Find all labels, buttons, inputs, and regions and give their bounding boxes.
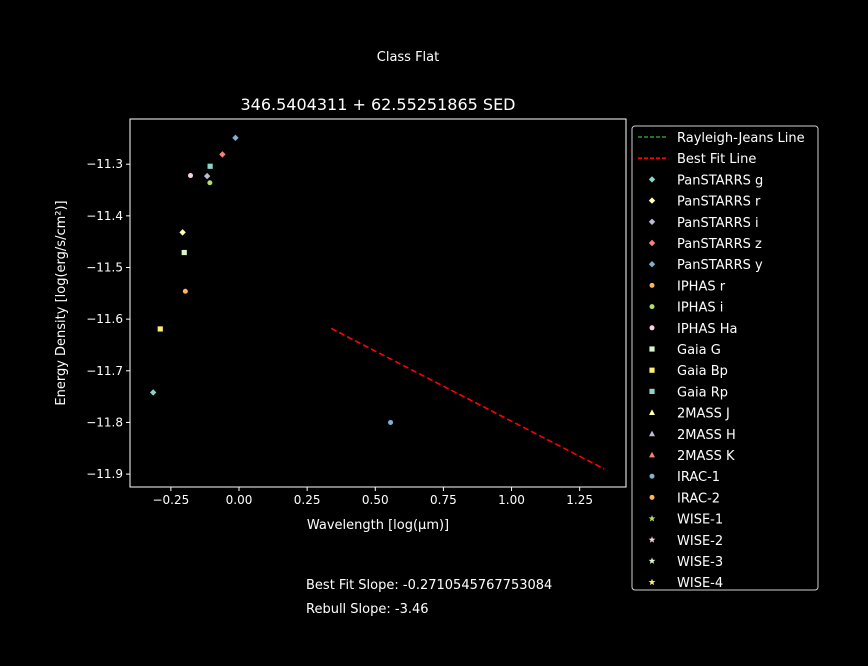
legend-entry-label: WISE-3 (677, 555, 723, 570)
legend-marker (648, 536, 656, 543)
y-tick-label: −11.7 (86, 364, 123, 378)
legend-entry-label: PanSTARRS r (677, 195, 761, 210)
legend-marker (648, 578, 656, 586)
legend-entry-label: PanSTARRS g (677, 173, 763, 188)
plot-frame (129, 118, 627, 488)
data-point (157, 326, 163, 332)
legend-entry-label: WISE-2 (677, 534, 723, 549)
rebull-slope-text: Rebull Slope: -3.46 (306, 602, 429, 617)
legend-entry-label: Gaia G (677, 343, 721, 358)
y-axis-ticks: −11.3 −11.4 −11.5 −11.6 −11.7 −11.8 −11.9 (86, 157, 130, 481)
legend-marker (649, 451, 655, 458)
legend-entry-label: Gaia Rp (677, 385, 728, 400)
legend-marker (648, 557, 656, 564)
legend-entry-label: PanSTARRS z (677, 237, 762, 252)
data-point (182, 288, 188, 294)
legend-entry-label: 2MASS J (677, 407, 730, 422)
data-point (188, 173, 194, 179)
y-tick-label: −11.5 (86, 260, 123, 274)
y-tick-label: −11.4 (86, 209, 123, 223)
y-tick-label: −11.6 (86, 312, 123, 326)
legend-marker (649, 430, 655, 437)
legend-entry-label: WISE-1 (677, 513, 723, 528)
legend-entry-label: WISE-4 (677, 576, 723, 591)
data-marks (149, 134, 605, 470)
legend-marker (648, 197, 656, 204)
data-point (179, 229, 186, 236)
x-tick-label: 1.00 (498, 493, 525, 507)
legend-entry-label: Best Fit Line (677, 152, 756, 167)
legend: Rayleigh-Jeans Line Best Fit Line PanSTARR… (631, 125, 819, 591)
legend-entry-label: PanSTARRS y (677, 258, 763, 273)
x-tick-label: 0.50 (362, 493, 389, 507)
legend-marker (648, 515, 656, 522)
legend-entry-label: PanSTARRS i (677, 216, 759, 231)
legend-marker (649, 473, 655, 479)
legend-marker (649, 409, 655, 415)
x-tick-label: 0.75 (430, 493, 457, 507)
y-tick-label: −11.9 (86, 467, 123, 481)
legend-marker (649, 494, 655, 500)
chart-title: 346.5404311 + 62.55251865 SED (240, 95, 515, 114)
data-point (232, 134, 239, 142)
legend-entry-label: 2MASS K (677, 449, 735, 464)
legend-entry-label: IPHAS Ha (677, 322, 737, 337)
data-point (207, 163, 213, 169)
y-tick-label: −11.8 (86, 415, 123, 429)
legend-marker (648, 218, 656, 225)
y-axis-label: Energy Density [log(erg/s/cm²)] (54, 200, 69, 405)
legend-entry-label: IRAC-1 (677, 470, 720, 485)
data-point (181, 249, 187, 256)
legend-marker (648, 176, 656, 183)
legend-marker (648, 239, 656, 247)
legend-marker (648, 261, 656, 268)
legend-box (631, 125, 819, 591)
data-point (388, 419, 394, 425)
figure-suptitle: Class Flat (377, 50, 440, 65)
legend-entry-label: 2MASS H (677, 428, 736, 443)
legend-marker (649, 282, 655, 288)
data-point (203, 172, 211, 180)
legend-marker (649, 325, 655, 331)
legend-entry-label: IPHAS r (677, 279, 726, 294)
plot-area: −0.25 0.00 0.25 0.50 0.75 1.00 1.25 −11.3 −11.4… (86, 118, 627, 507)
legend-marker (649, 388, 655, 394)
best-fit-slope-text: Best Fit Slope: -0.2710545767753084 (306, 578, 552, 593)
best-fit-line (330, 327, 605, 470)
x-tick-label: 0.00 (226, 493, 253, 507)
x-tick-label: 0.25 (294, 493, 321, 507)
x-tick-label: 1.25 (566, 493, 593, 507)
data-point (219, 151, 226, 158)
x-tick-label: −0.25 (152, 493, 189, 507)
x-axis-ticks: −0.25 0.00 0.25 0.50 0.75 1.00 1.25 (152, 487, 593, 507)
legend-marker (649, 367, 655, 373)
legend-entry-label: Rayleigh-Jeans Line (677, 131, 805, 146)
legend-entry-label: Gaia Bp (677, 364, 728, 379)
data-point (207, 180, 213, 186)
legend-entry-label: IPHAS i (677, 301, 723, 316)
legend-entry-label: IRAC-2 (677, 491, 720, 506)
y-tick-label: −11.3 (86, 157, 123, 171)
data-point (149, 389, 157, 396)
legend-marker (649, 346, 655, 352)
legend-marker (649, 304, 655, 310)
x-axis-label: Wavelength [log(μm)] (307, 518, 449, 533)
x-axis-label-text: Wavelength [log(μm)] (307, 518, 449, 533)
